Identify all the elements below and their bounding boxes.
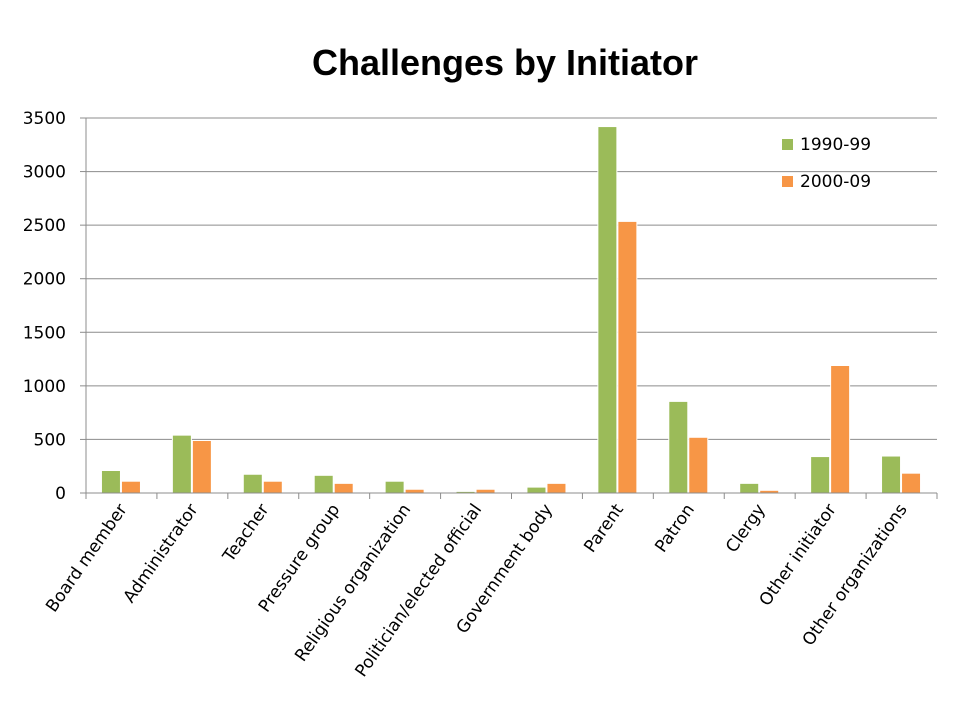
bar-1990-99-other-organizations [881,455,902,494]
bar-1990-99-board-member [100,470,121,494]
x-tick-label: Patron [651,500,699,556]
bar-1990-99-parent [597,126,618,494]
bar-2000-09-administrator [191,440,212,494]
x-tick-label: Clergy [722,500,770,556]
chart-title: Challenges by Initiator [312,42,698,83]
x-tick-label: Board member [42,500,131,616]
bar-1990-99-patron [668,400,689,494]
bar-1990-99-religious-organization [384,480,405,494]
bar-1990-99-government-body [526,486,547,494]
bar-1990-99-pressure-group [313,474,334,494]
bar-1990-99-other-initiator [810,456,831,494]
x-tick-label: Administrator [120,500,203,606]
legend: 1990-99 2000-09 [782,135,871,192]
legend-label: 1990-99 [800,135,871,155]
bar-2000-09-teacher [262,480,283,494]
bar-1990-99-administrator [171,434,192,494]
bar-1990-99-teacher [242,473,263,494]
y-tick-label: 0 [55,484,66,504]
x-tick-label: Other initiator [756,500,841,610]
gridlines [86,117,937,494]
bar-2000-09-pressure-group [333,482,354,494]
bar-2000-09-parent [617,220,638,494]
bar-2000-09-board-member [120,480,141,494]
x-tick-label: Teacher [219,500,274,566]
legend-label: 2000-09 [800,172,871,192]
bar-2000-09-patron [688,436,709,494]
bar-2000-09-religious-organization [404,488,425,494]
legend-swatch-1990-99 [782,139,793,150]
bar-2000-09-other-organizations [901,472,922,494]
bar-2000-09-politician-elected-official [475,488,496,494]
y-tick-label: 1500 [23,323,66,343]
bar-2000-09-other-initiator [830,365,851,494]
legend-swatch-2000-09 [782,176,793,187]
y-tick-label: 3500 [23,109,66,129]
x-tick-label: Parent [580,500,628,556]
bar-2000-09-government-body [546,482,567,494]
y-tick-label: 2000 [23,270,66,290]
y-axis: 0 500 1000 1500 2000 2500 3000 3500 [23,109,87,504]
y-tick-label: 3000 [23,163,66,183]
bar-1990-99-clergy [739,482,760,494]
y-tick-label: 2500 [23,216,66,236]
x-tick-label: Politician/elected official [351,500,486,680]
y-tick-label: 1000 [23,377,66,397]
y-tick-label: 500 [34,430,66,450]
bars [100,126,922,494]
